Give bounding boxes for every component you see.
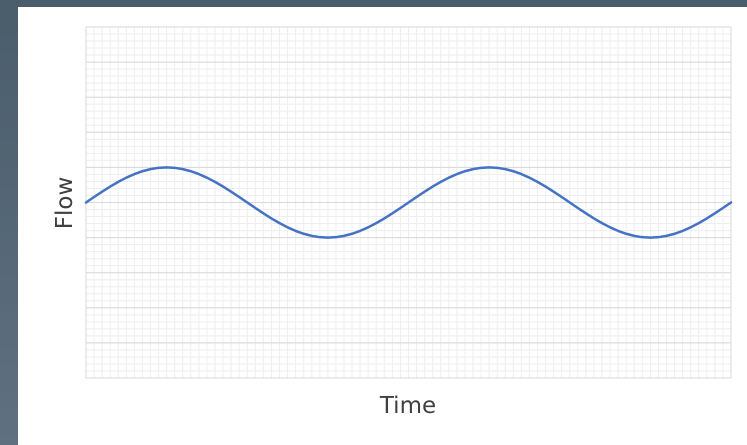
- chart-panel: [18, 7, 747, 445]
- flow-series-line: [84, 166, 733, 239]
- y-axis-title: Flow: [52, 177, 78, 230]
- x-axis-title: Time: [379, 393, 436, 419]
- major-gridlines: [86, 61, 731, 344]
